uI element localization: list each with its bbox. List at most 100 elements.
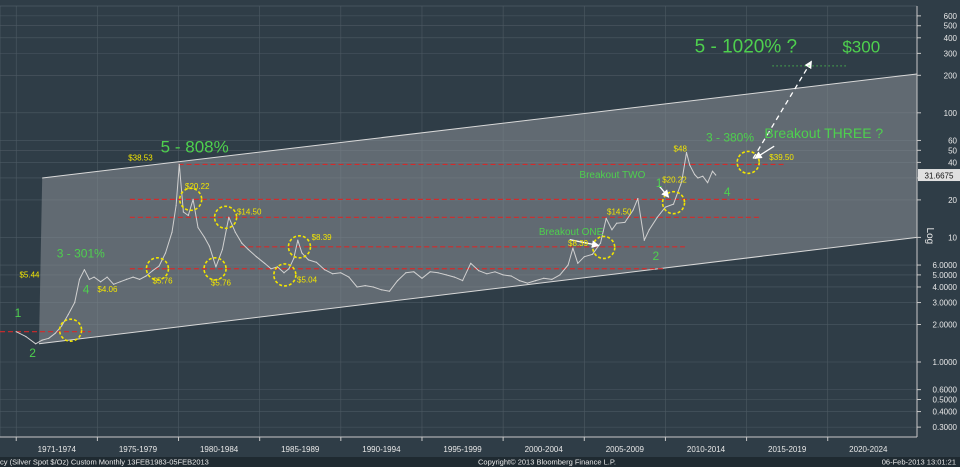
x-tick-label: 2015-2019 [768, 445, 807, 454]
y-tick-label: 400 [944, 34, 958, 43]
price-point [139, 278, 141, 280]
y-tick-label: 60 [948, 136, 957, 145]
price-point [518, 280, 521, 282]
price-point [494, 271, 496, 273]
price-point [689, 164, 691, 166]
x-tick-label: 2005-2009 [606, 445, 645, 454]
price-point [182, 211, 184, 213]
last-value-label: 31.6675 [925, 172, 954, 181]
price-point [470, 262, 472, 264]
price-point [119, 281, 121, 283]
annotation-arrow [754, 145, 775, 160]
annotation-label: $5.04 [297, 275, 318, 284]
price-point [656, 216, 658, 218]
annotation-label: $5.44 [19, 271, 40, 280]
price-point [462, 280, 464, 282]
y-tick-label: 50 [948, 146, 957, 155]
price-point [502, 274, 504, 276]
annotation-label: 1 [656, 176, 663, 190]
footer-left-text: cy (Silver Spot $/Oz) Custom Monthly 13F… [0, 458, 209, 467]
annotation-label: $300 [842, 37, 880, 56]
y-axis: 6005004003002001006050403020106.00005.00… [916, 0, 960, 437]
x-tick-label: 2000-2004 [525, 445, 564, 454]
x-tick-label: 1990-1994 [362, 445, 401, 454]
price-point [93, 276, 95, 278]
price-point [697, 177, 699, 179]
y-tick-label: 0.3000 [933, 423, 958, 432]
y-tick-label: 300 [944, 49, 958, 58]
highlight-circle [213, 205, 238, 230]
annotation-label: $14.50 [237, 208, 262, 217]
price-point [197, 226, 199, 229]
price-point [324, 269, 326, 271]
highlight-circle [203, 256, 227, 281]
price-point [203, 236, 206, 238]
annotation-label: Breakout TWO [579, 170, 645, 181]
channel-lower-line [38, 236, 918, 345]
highlight-circle [145, 256, 170, 281]
price-point [241, 242, 243, 244]
footer-timestamp-text: 06-Feb-2013 13:01:21 [882, 458, 956, 467]
annotation-arrow [658, 185, 670, 198]
annotation-arrows [569, 60, 848, 248]
price-point [106, 276, 108, 278]
x-axis: 1971-1974 1975-1979 1980-1984 1985-1989 1990… [0, 436, 960, 457]
highlight-circle [58, 318, 83, 342]
price-point [572, 247, 574, 249]
price-point [301, 252, 303, 254]
price-point [711, 170, 714, 172]
price-point [35, 343, 37, 345]
price-point [551, 278, 553, 280]
price-point [221, 248, 223, 251]
price-point [380, 289, 382, 291]
y-tick-label: 600 [944, 12, 958, 21]
price-point [559, 274, 561, 276]
x-tick-label: 2020-2024 [849, 445, 888, 454]
x-tick-label: 1975-1979 [119, 445, 158, 454]
price-point [340, 272, 342, 274]
resistance-lines [0, 163, 784, 333]
price-point [228, 216, 230, 218]
footer-copyright-text: Copyright© 2013 Bloomberg Finance L.P. [478, 458, 616, 467]
price-point [681, 181, 683, 183]
price-point [178, 163, 180, 166]
price-point [437, 272, 439, 274]
price-point [591, 253, 594, 255]
trend-channel [38, 73, 918, 345]
price-point [611, 229, 613, 231]
y-tick-label: 10 [948, 233, 957, 242]
y-tick-label: 6.0000 [933, 261, 958, 270]
price-point [132, 276, 134, 278]
highlight-circle [273, 263, 297, 287]
price-point [583, 256, 585, 258]
price-point [599, 242, 602, 244]
annotation-label: Breakout ONE [539, 227, 604, 238]
price-point [356, 286, 358, 288]
price-point [567, 264, 569, 266]
highlight-circle [178, 187, 203, 212]
x-tick-label: 2010-2014 [687, 445, 726, 454]
price-point [648, 229, 650, 231]
highlight-circle [736, 150, 761, 175]
price-point [83, 269, 85, 271]
price-point [685, 151, 688, 154]
y-tick-label: 20 [948, 196, 957, 205]
price-point [264, 262, 266, 264]
price-point [637, 198, 639, 200]
price-point [41, 339, 43, 341]
price-point [577, 262, 579, 264]
price-point [54, 332, 56, 334]
highlight-circle [661, 190, 686, 215]
price-series [15, 151, 717, 345]
price-point [672, 203, 675, 205]
annotation-label: 4 [724, 185, 731, 199]
price-point [247, 248, 249, 251]
annotation-label: 1 [15, 306, 22, 320]
price-point [145, 275, 147, 277]
price-point [152, 270, 154, 272]
price-point [113, 283, 115, 285]
price-point [429, 271, 431, 273]
price-line [15, 152, 717, 345]
annotation-label: 3 - 301% [57, 246, 105, 260]
